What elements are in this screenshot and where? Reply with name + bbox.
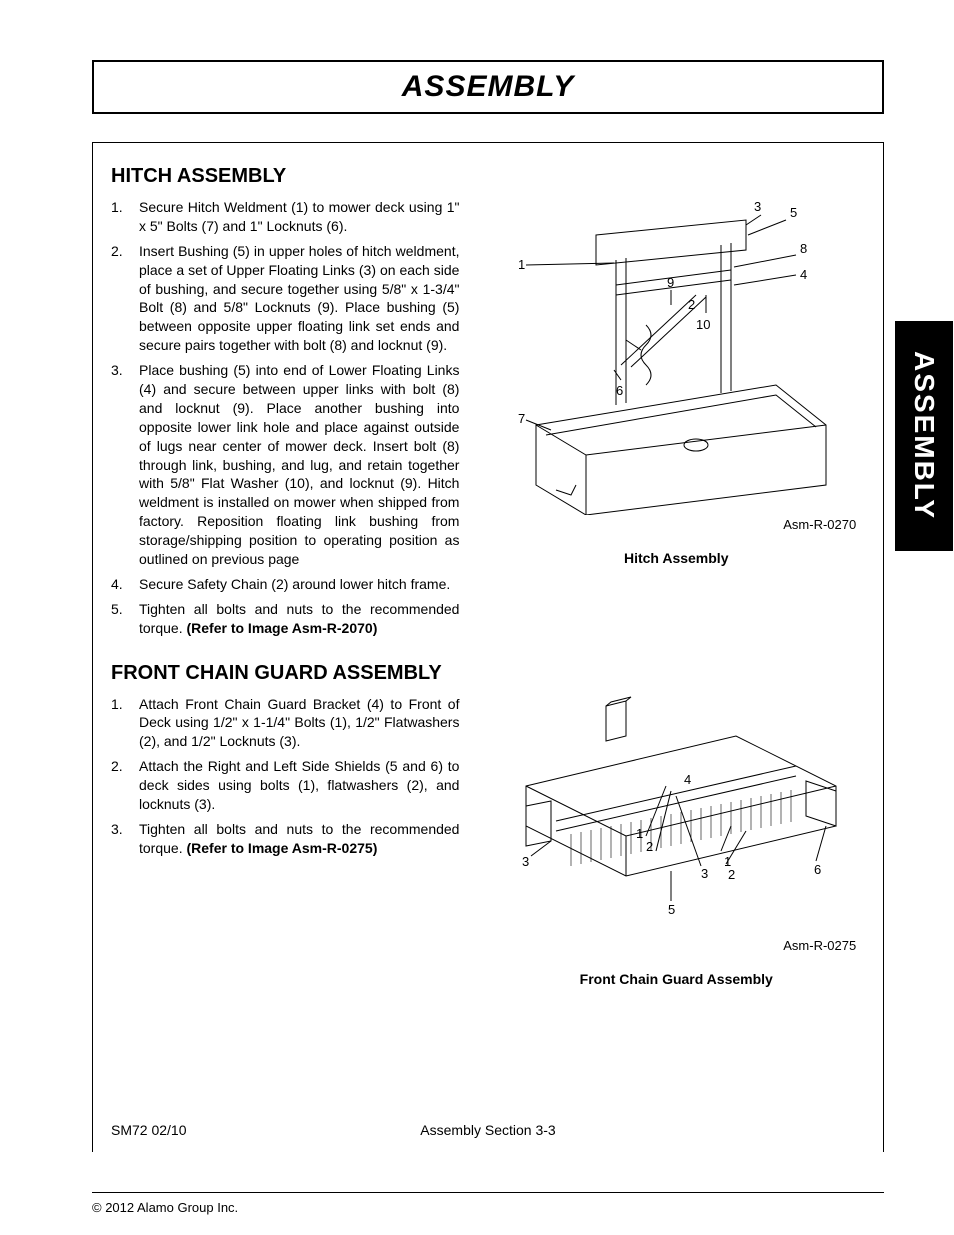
two-column-layout: HITCH ASSEMBLY Secure Hitch Weldment (1)… [111, 161, 865, 987]
figure1-block: 1 3 5 8 4 9 10 2 6 7 Asm-R-0270 Hitch As… [487, 195, 865, 566]
left-column: HITCH ASSEMBLY Secure Hitch Weldment (1)… [111, 161, 459, 987]
callout-6: 6 [616, 383, 623, 398]
title-box: ASSEMBLY [92, 60, 884, 114]
callout-3b: 3 [701, 866, 708, 881]
step: Attach the Right and Left Side Shields (… [111, 757, 459, 814]
copyright: © 2012 Alamo Group Inc. [92, 1200, 238, 1215]
callout-5: 5 [668, 902, 675, 917]
step: Secure Safety Chain (2) around lower hit… [111, 575, 459, 594]
callout-6: 6 [814, 862, 821, 877]
callout-2: 2 [688, 297, 695, 312]
side-tab-label: ASSEMBLY [908, 351, 940, 520]
callout-1: 1 [518, 257, 525, 272]
hitch-assembly-diagram: 1 3 5 8 4 9 10 2 6 7 [496, 195, 856, 515]
callout-4: 4 [800, 267, 807, 282]
footer-row: SM72 02/10 Assembly Section 3-3 [111, 1122, 865, 1138]
callout-9: 9 [667, 275, 674, 290]
callout-8: 8 [800, 241, 807, 256]
footer-center: Assembly Section 3-3 [111, 1122, 865, 1138]
callout-1: 1 [636, 826, 643, 841]
step: Place bushing (5) into end of Lower Floa… [111, 361, 459, 569]
callout-7: 7 [518, 411, 525, 426]
right-column: 1 3 5 8 4 9 10 2 6 7 Asm-R-0270 Hitch As… [487, 161, 865, 987]
callout-2b: 2 [728, 867, 735, 882]
callout-2: 2 [646, 839, 653, 854]
figure1-caption: Hitch Assembly [624, 550, 729, 566]
figure2-label: Asm-R-0275 [496, 938, 856, 953]
section2-steps: Attach Front Chain Guard Bracket (4) to … [111, 695, 459, 858]
callout-3: 3 [522, 854, 529, 869]
section1-heading: HITCH ASSEMBLY [111, 165, 459, 188]
side-tab: ASSEMBLY [895, 321, 953, 551]
callout-3: 3 [754, 199, 761, 214]
callout-5: 5 [790, 205, 797, 220]
figure2-caption: Front Chain Guard Assembly [580, 971, 773, 987]
step: Tighten all bolts and nuts to the recomm… [111, 600, 459, 638]
section1-steps: Secure Hitch Weldment (1) to mower deck … [111, 198, 459, 638]
section2-heading: FRONT CHAIN GUARD ASSEMBLY [111, 662, 459, 685]
callout-10: 10 [696, 317, 710, 332]
figure2-block: 4 2 1 3 3 1 2 5 6 Asm-R-0275 Front Chain… [487, 666, 865, 987]
figure1-label: Asm-R-0270 [496, 517, 856, 532]
step: Insert Bushing (5) in upper holes of hit… [111, 242, 459, 355]
callout-4: 4 [684, 772, 691, 787]
step: Secure Hitch Weldment (1) to mower deck … [111, 198, 459, 236]
page-title: ASSEMBLY [94, 70, 882, 104]
chain-guard-diagram: 4 2 1 3 3 1 2 5 6 [496, 666, 856, 936]
step: Tighten all bolts and nuts to the recomm… [111, 820, 459, 858]
content-frame: ASSEMBLY HITCH ASSEMBLY Secure Hitch Wel… [92, 142, 884, 1152]
footer-rule [92, 1192, 884, 1193]
step: Attach Front Chain Guard Bracket (4) to … [111, 695, 459, 752]
